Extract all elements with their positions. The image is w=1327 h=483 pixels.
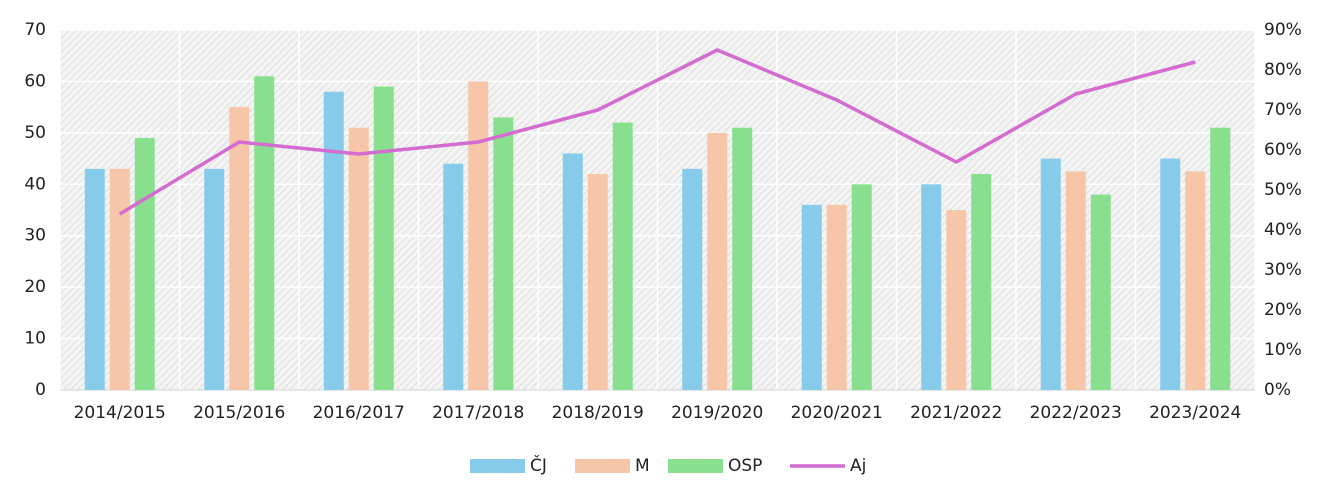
bar <box>971 174 992 390</box>
bar <box>1090 194 1111 390</box>
x-tick-label: 2014/2015 <box>74 403 166 423</box>
bar <box>1040 158 1061 390</box>
bar <box>1065 171 1086 390</box>
bar <box>682 168 703 390</box>
x-tick-label: 2019/2020 <box>671 403 763 423</box>
bar <box>851 184 872 390</box>
line <box>118 48 1196 216</box>
x-tick-label: 2020/2021 <box>791 403 883 423</box>
bar <box>921 184 942 390</box>
y2-tick-label: 60% <box>1264 140 1302 160</box>
x-tick-label: 2017/2018 <box>432 403 524 423</box>
bar <box>612 122 633 391</box>
x-tick-label: 2021/2022 <box>910 403 1002 423</box>
y2-tick-label: 0% <box>1264 380 1291 400</box>
bar <box>134 138 155 390</box>
bar <box>84 168 105 390</box>
legend-label: OSP <box>728 456 762 476</box>
y2-tick-label: 10% <box>1264 340 1302 360</box>
y-tick-label: 50 <box>24 123 46 143</box>
y-tick-label: 20 <box>24 277 46 297</box>
legend-label: M <box>635 456 650 476</box>
bar <box>468 81 489 390</box>
x-tick-label: 2022/2023 <box>1030 403 1122 423</box>
bar <box>562 153 583 390</box>
y-tick-label: 0 <box>35 380 46 400</box>
bar <box>109 168 130 390</box>
y-tick-label: 70 <box>24 20 46 40</box>
bar <box>1185 171 1206 390</box>
bar <box>323 91 344 390</box>
y2-tick-label: 30% <box>1264 260 1302 280</box>
y2-tick-label: 70% <box>1264 100 1302 120</box>
bar <box>229 107 250 391</box>
x-tick-label: 2016/2017 <box>313 403 405 423</box>
y2-tick-label: 90% <box>1264 20 1302 40</box>
bar <box>1210 127 1231 390</box>
bar <box>732 127 753 390</box>
bar <box>204 168 225 390</box>
legend-swatch <box>470 459 525 473</box>
y2-tick-label: 80% <box>1264 60 1302 80</box>
bar <box>254 76 275 391</box>
bar <box>707 132 728 390</box>
y-tick-label: 60 <box>24 71 46 91</box>
bar <box>373 86 394 391</box>
bar <box>801 204 822 390</box>
bar <box>587 174 608 390</box>
y-tick-label: 10 <box>24 329 46 349</box>
x-tick-label: 2023/2024 <box>1149 403 1241 423</box>
legend-label: ČJ <box>530 454 547 476</box>
bar <box>946 210 967 390</box>
bar <box>493 117 514 390</box>
x-tick-label: 2015/2016 <box>193 403 285 423</box>
y-tick-label: 30 <box>24 226 46 246</box>
legend-swatch <box>668 459 723 473</box>
y2-tick-label: 20% <box>1264 300 1302 320</box>
y-tick-label: 40 <box>24 174 46 194</box>
legend-swatch <box>575 459 630 473</box>
y2-tick-label: 40% <box>1264 220 1302 240</box>
x-tick-label: 2018/2019 <box>552 403 644 423</box>
legend-label: Aj <box>850 456 866 476</box>
bar <box>348 127 369 390</box>
bar <box>443 163 464 390</box>
bar <box>826 204 847 390</box>
y2-tick-label: 50% <box>1264 180 1302 200</box>
bar <box>1160 158 1181 390</box>
